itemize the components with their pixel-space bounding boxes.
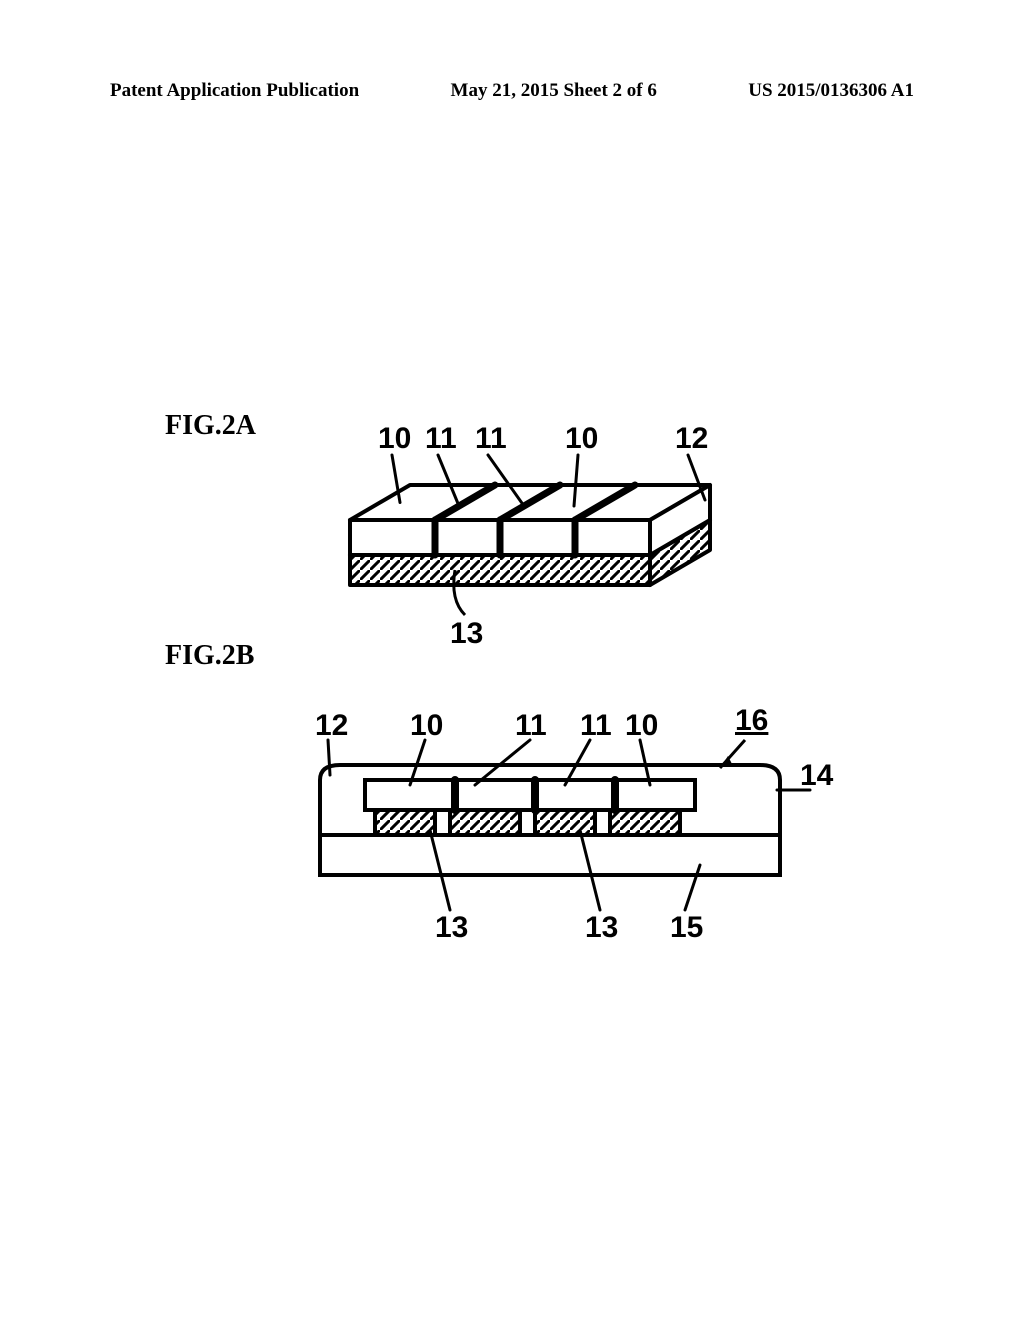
svg-text:13: 13	[435, 911, 468, 944]
svg-text:10: 10	[410, 709, 443, 742]
svg-text:11: 11	[515, 709, 547, 742]
svg-text:13: 13	[450, 617, 483, 650]
fig-2b-diagram: 12 10 11 11 10 16 14 13 13 15	[280, 690, 840, 975]
svg-text:15: 15	[670, 911, 703, 944]
svg-text:14: 14	[800, 759, 834, 792]
svg-text:10: 10	[378, 422, 411, 455]
svg-text:11: 11	[580, 709, 612, 742]
header-left: Patent Application Publication	[110, 80, 359, 102]
svg-text:10: 10	[565, 422, 598, 455]
header-right: US 2015/0136306 A1	[748, 80, 914, 102]
svg-text:11: 11	[425, 422, 457, 455]
fig-2a-diagram: 10 11 11 10 12 13	[330, 400, 750, 665]
fig-2b-label: FIG.2B	[165, 640, 254, 672]
svg-text:12: 12	[315, 709, 348, 742]
page-header: Patent Application Publication May 21, 2…	[0, 80, 1024, 102]
svg-text:13: 13	[585, 911, 618, 944]
svg-text:16: 16	[735, 704, 768, 737]
header-center: May 21, 2015 Sheet 2 of 6	[451, 80, 657, 102]
fig-2a-label: FIG.2A	[165, 410, 256, 442]
svg-text:10: 10	[625, 709, 658, 742]
svg-text:11: 11	[475, 422, 507, 455]
svg-text:12: 12	[675, 422, 708, 455]
